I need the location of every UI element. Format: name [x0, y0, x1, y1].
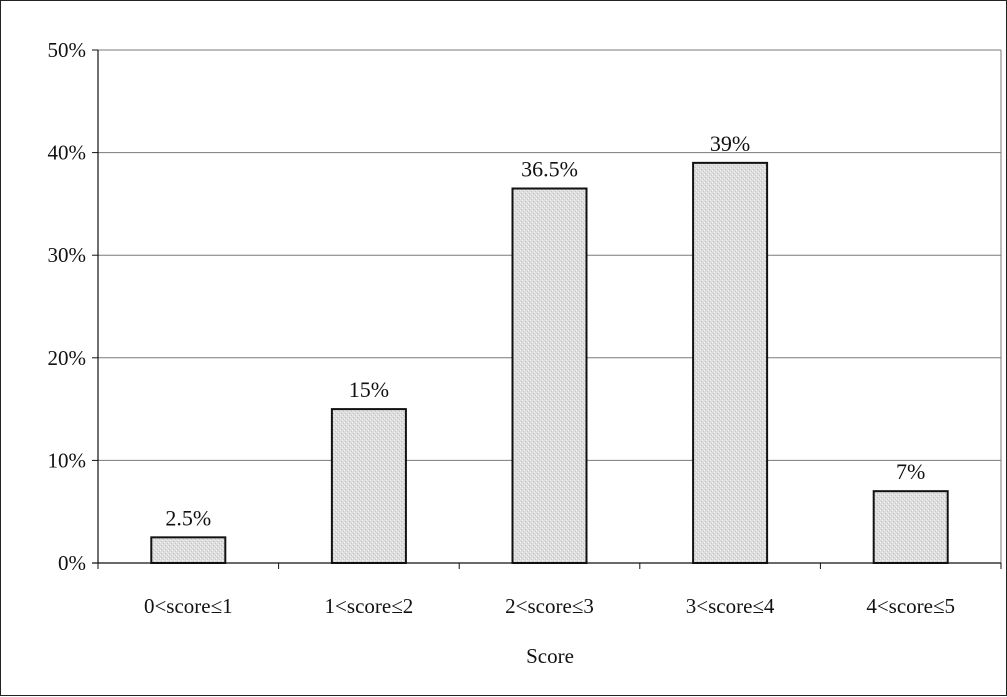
bars: [150, 161, 949, 565]
bar: [150, 536, 227, 564]
bar: [872, 490, 949, 564]
x-axis-title: Score: [526, 644, 574, 668]
y-tick-label: 30%: [48, 243, 87, 267]
bar: [330, 408, 407, 564]
x-tick-label: 3<score≤4: [686, 594, 775, 618]
y-tick-label: 40%: [48, 141, 87, 165]
bar: [511, 187, 588, 564]
x-tick-label: 0<score≤1: [144, 594, 233, 618]
axes: [92, 49, 1002, 569]
data-label: 7%: [896, 459, 925, 484]
x-tick-labels: 0<score≤1 1<score≤2 2<score≤3 3<score≤4 4<sc…: [144, 594, 955, 618]
y-tick-label: 50%: [48, 38, 87, 62]
data-label: 2.5%: [165, 505, 211, 530]
y-tick-label: 20%: [48, 346, 87, 370]
bar: [692, 161, 769, 565]
x-tick-label: 2<score≤3: [505, 594, 594, 618]
x-tick-label: 1<score≤2: [325, 594, 414, 618]
y-tick-label: 0%: [58, 551, 86, 575]
data-label: 39%: [710, 131, 750, 156]
data-labels: 2.5% 15% 36.5% 39% 7%: [165, 131, 925, 530]
y-tick-labels: 0% 10% 20% 30% 40% 50%: [48, 38, 87, 575]
data-label: 15%: [349, 377, 389, 402]
x-tick-label: 4<score≤5: [866, 594, 955, 618]
data-label: 36.5%: [521, 157, 578, 182]
y-tick-label: 10%: [48, 448, 87, 472]
